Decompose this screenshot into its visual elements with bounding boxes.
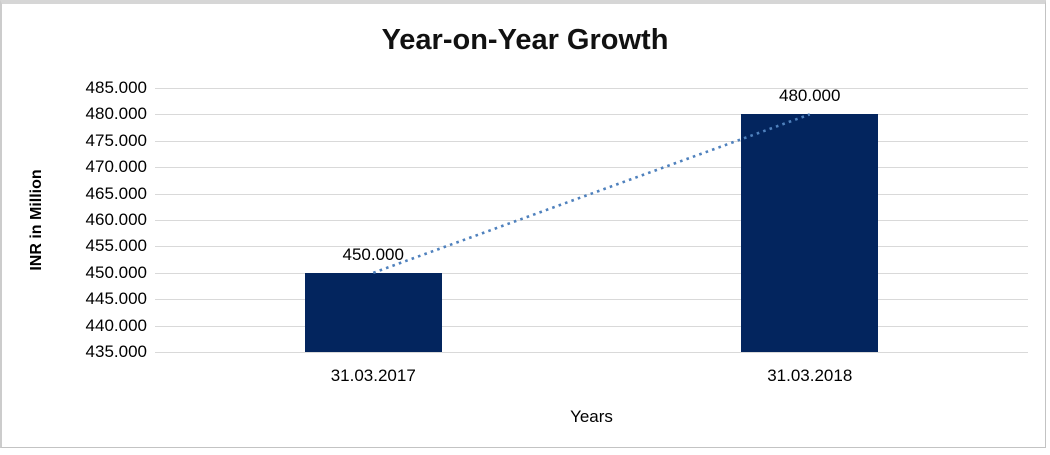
y-axis-tick-label: 440.000 [85,315,147,335]
y-gridline [155,299,1028,301]
bar-31.03.2018 [741,114,879,352]
bar-31.03.2017 [304,272,442,352]
y-gridline [155,325,1028,327]
chart-title: Year-on-Year Growth [381,24,669,56]
y-gridline [155,220,1028,221]
y-axis-tick-label: 480.000 [85,104,147,124]
x-axis-title: Years [570,407,613,426]
y-axis-title: INR in Million [28,169,45,271]
y-axis-tick-label: 450.000 [85,262,147,282]
x-axis-category-label: 31.03.2017 [330,366,416,385]
y-gridline [155,352,1028,353]
y-gridline [155,140,1028,142]
y-gridline [155,272,1028,274]
y-axis-tick-label: 485.000 [85,78,147,97]
bar-data-label: 450.000 [342,244,404,264]
y-axis-tick-label: 445.000 [85,289,147,309]
y-axis-tick-label: 435.000 [85,342,147,361]
y-gridline [155,88,1028,89]
y-axis-tick-label: 460.000 [85,210,147,229]
y-gridline [155,167,1028,169]
bar-data-label: 480.000 [779,86,841,106]
y-gridline [155,193,1028,195]
y-axis-tick-label: 465.000 [85,183,147,203]
y-gridline [155,114,1028,116]
y-axis-tick-label: 455.000 [85,236,147,256]
y-axis-tick-label: 475.000 [85,130,147,150]
y-axis-tick-label: 470.000 [85,157,147,177]
x-axis-category-label: 31.03.2018 [767,366,853,385]
